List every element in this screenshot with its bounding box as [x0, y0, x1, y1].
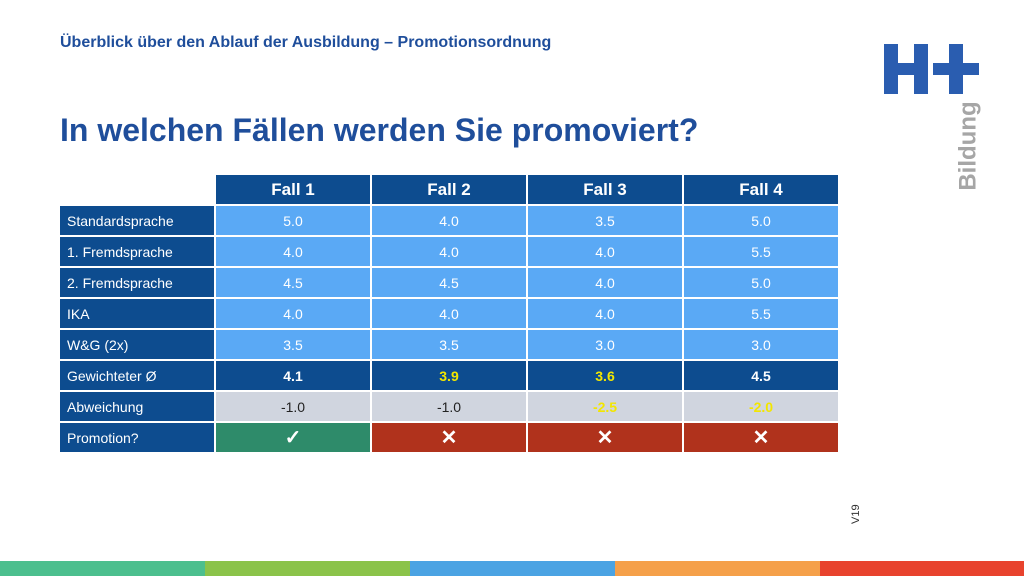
grade-cell: 3.5 [372, 330, 526, 359]
footer-bar-lime [205, 561, 410, 576]
version-code: V19 [850, 504, 862, 524]
grade-cell: 4.0 [372, 237, 526, 266]
grade-cell: 3.0 [528, 330, 682, 359]
deviation-cell: -2.5 [528, 392, 682, 421]
check-icon: ✓ [216, 423, 370, 452]
grade-cell: 4.0 [528, 299, 682, 328]
row-label: W&G (2x) [60, 330, 214, 359]
grade-cell: 4.0 [528, 268, 682, 297]
footer-bar-blue [410, 561, 615, 576]
deviation-cell: -2.0 [684, 392, 838, 421]
deviation-cell: -1.0 [372, 392, 526, 421]
row-label: Abweichung [60, 392, 214, 421]
average-cell: 3.6 [528, 361, 682, 390]
footer-bar-red [820, 561, 1024, 576]
grade-cell: 5.0 [684, 206, 838, 235]
cross-icon: ✕ [528, 423, 682, 452]
col-header: Fall 2 [372, 175, 526, 204]
cross-icon: ✕ [372, 423, 526, 452]
grade-cell: 5.0 [216, 206, 370, 235]
row-label: Promotion? [60, 423, 214, 452]
promotion-table: Fall 1 Fall 2 Fall 3 Fall 4 Standardspra… [58, 173, 840, 454]
grade-cell: 5.5 [684, 237, 838, 266]
slide-subtitle: Überblick über den Ablauf der Ausbildung… [60, 34, 552, 51]
logo-word: Bildung [954, 101, 982, 191]
table-row: 2. Fremdsprache 4.5 4.5 4.0 5.0 [60, 268, 838, 297]
grade-cell: 3.0 [684, 330, 838, 359]
grade-cell: 4.5 [216, 268, 370, 297]
table-row: W&G (2x) 3.5 3.5 3.0 3.0 [60, 330, 838, 359]
promotion-row: Promotion? ✓ ✕ ✕ ✕ [60, 423, 838, 452]
grade-cell: 5.5 [684, 299, 838, 328]
row-label: 2. Fremdsprache [60, 268, 214, 297]
col-header: Fall 1 [216, 175, 370, 204]
footer-bar-orange [615, 561, 820, 576]
average-cell: 3.9 [372, 361, 526, 390]
hplus-logo: Bildung [884, 44, 984, 191]
table-header-row: Fall 1 Fall 2 Fall 3 Fall 4 [60, 175, 838, 204]
average-row: Gewichteter Ø 4.1 3.9 3.6 4.5 [60, 361, 838, 390]
grade-cell: 4.0 [372, 206, 526, 235]
grade-cell: 4.0 [528, 237, 682, 266]
row-label: IKA [60, 299, 214, 328]
average-cell: 4.1 [216, 361, 370, 390]
col-header: Fall 4 [684, 175, 838, 204]
row-label: Standardsprache [60, 206, 214, 235]
grade-cell: 3.5 [216, 330, 370, 359]
table-row: Standardsprache 5.0 4.0 3.5 5.0 [60, 206, 838, 235]
grade-cell: 4.5 [372, 268, 526, 297]
row-label: Gewichteter Ø [60, 361, 214, 390]
header-blank-cell [60, 175, 214, 204]
slide-title: In welchen Fällen werden Sie promoviert? [60, 112, 699, 148]
grade-cell: 3.5 [528, 206, 682, 235]
cross-icon: ✕ [684, 423, 838, 452]
grade-cell: 4.0 [216, 299, 370, 328]
grade-cell: 4.0 [372, 299, 526, 328]
table-row: IKA 4.0 4.0 4.0 5.5 [60, 299, 838, 328]
grade-cell: 4.0 [216, 237, 370, 266]
col-header: Fall 3 [528, 175, 682, 204]
table-row: 1. Fremdsprache 4.0 4.0 4.0 5.5 [60, 237, 838, 266]
deviation-row: Abweichung -1.0 -1.0 -2.5 -2.0 [60, 392, 838, 421]
deviation-cell: -1.0 [216, 392, 370, 421]
grade-cell: 5.0 [684, 268, 838, 297]
row-label: 1. Fremdsprache [60, 237, 214, 266]
footer-bar-green [0, 561, 205, 576]
average-cell: 4.5 [684, 361, 838, 390]
